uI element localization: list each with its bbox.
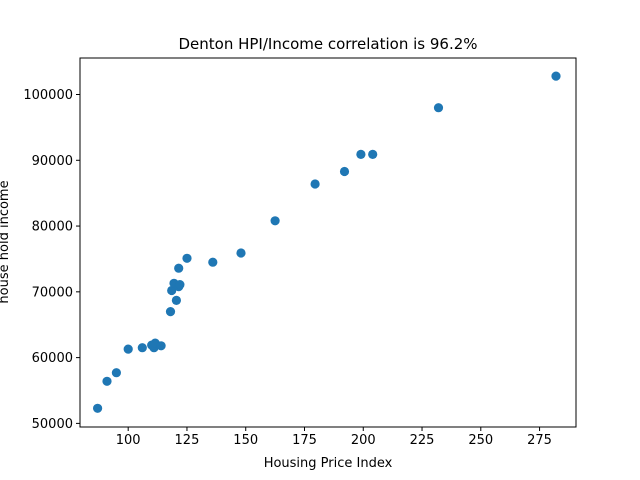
data-point-1 xyxy=(93,403,103,413)
data-point-3 xyxy=(111,368,121,378)
y-axis-label: house hold income xyxy=(0,180,12,303)
y-tick-label: 60000 xyxy=(32,351,73,366)
y-tick-label: 50000 xyxy=(32,417,73,432)
data-point-25 xyxy=(433,103,444,113)
data-point-13 xyxy=(171,295,181,305)
y-tick-label: 80000 xyxy=(32,220,73,235)
data-point-19 xyxy=(236,248,246,258)
data-point-21 xyxy=(310,179,320,189)
data-point-15 xyxy=(175,280,185,290)
data-point-24 xyxy=(368,149,378,159)
x-tick-label: 275 xyxy=(527,433,552,448)
data-point-26 xyxy=(551,71,561,81)
data-point-20 xyxy=(270,216,280,226)
x-tick-label: 250 xyxy=(468,433,493,448)
y-tick-label: 100000 xyxy=(23,88,73,103)
y-tick-label: 70000 xyxy=(32,285,73,300)
plot-area-frame xyxy=(79,57,577,428)
data-point-10 xyxy=(165,307,176,317)
x-axis-ticks: 100 125 150 175 200 225 250 275 xyxy=(116,427,552,448)
data-point-18 xyxy=(208,257,218,267)
y-axis-ticks: 50000 60000 70000 80000 90000 100000 xyxy=(23,88,80,432)
x-tick-label: 100 xyxy=(116,433,141,448)
data-point-2 xyxy=(102,376,112,386)
chart-title: Denton HPI/Income correlation is 96.2% xyxy=(178,35,477,53)
data-point-16 xyxy=(174,263,184,273)
data-point-17 xyxy=(182,253,192,263)
x-tick-label: 225 xyxy=(410,433,435,448)
x-tick-label: 175 xyxy=(292,433,317,448)
y-tick-label: 90000 xyxy=(32,154,73,169)
data-point-22 xyxy=(339,166,350,177)
data-point-5 xyxy=(137,343,147,353)
data-point-23 xyxy=(356,149,366,159)
data-point-4 xyxy=(123,344,133,354)
x-tick-label: 200 xyxy=(351,433,376,448)
x-tick-label: 125 xyxy=(175,433,200,448)
x-axis-label: Housing Price Index xyxy=(264,456,393,471)
data-point-11 xyxy=(167,285,177,296)
data-point-9 xyxy=(156,341,166,351)
x-tick-label: 150 xyxy=(233,433,258,448)
points-layer xyxy=(93,71,561,413)
